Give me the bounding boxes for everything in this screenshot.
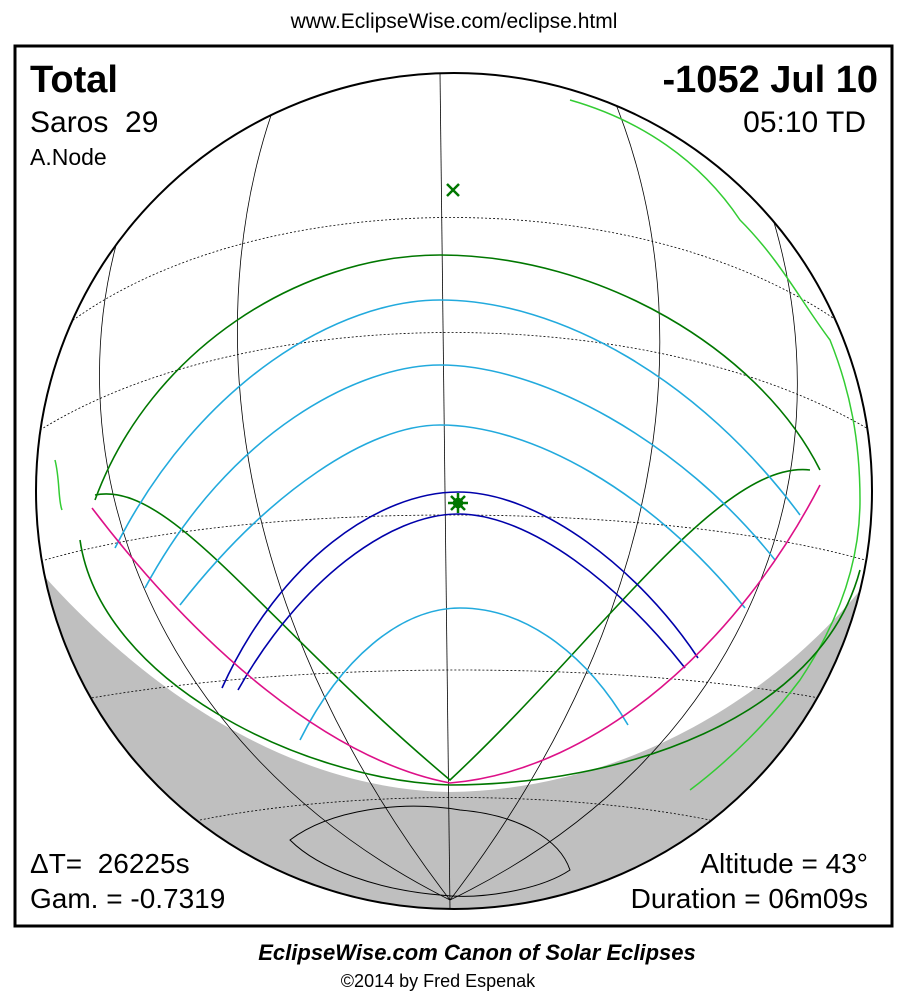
globe (36, 73, 872, 909)
eclipse-type: Total (30, 59, 118, 101)
antarctica (289, 805, 571, 897)
delta-t: ΔT= 26225s (30, 848, 190, 879)
night-shading (36, 560, 872, 909)
globe-outline (35, 72, 873, 910)
saros: Saros 29 (30, 106, 158, 139)
altitude: Altitude = 43° (700, 848, 868, 879)
duration: Duration = 06m09s (631, 883, 868, 914)
eclipse-curves (79, 254, 861, 786)
time: 05:10 TD (743, 106, 866, 139)
footer-title: EclipseWise.com Canon of Solar Eclipses (258, 940, 696, 965)
gamma: Gam. = -0.7319 (30, 883, 225, 914)
latitude-lines (39, 217, 871, 821)
footer-credit: ©2014 by Fred Espenak (341, 971, 536, 991)
coastlines (54, 99, 861, 791)
meridians (99, 73, 798, 909)
markers (446, 183, 468, 513)
url: www.EclipseWise.com/eclipse.html (290, 10, 618, 33)
node: A.Node (30, 144, 107, 170)
date: -1052 Jul 10 (663, 59, 878, 101)
